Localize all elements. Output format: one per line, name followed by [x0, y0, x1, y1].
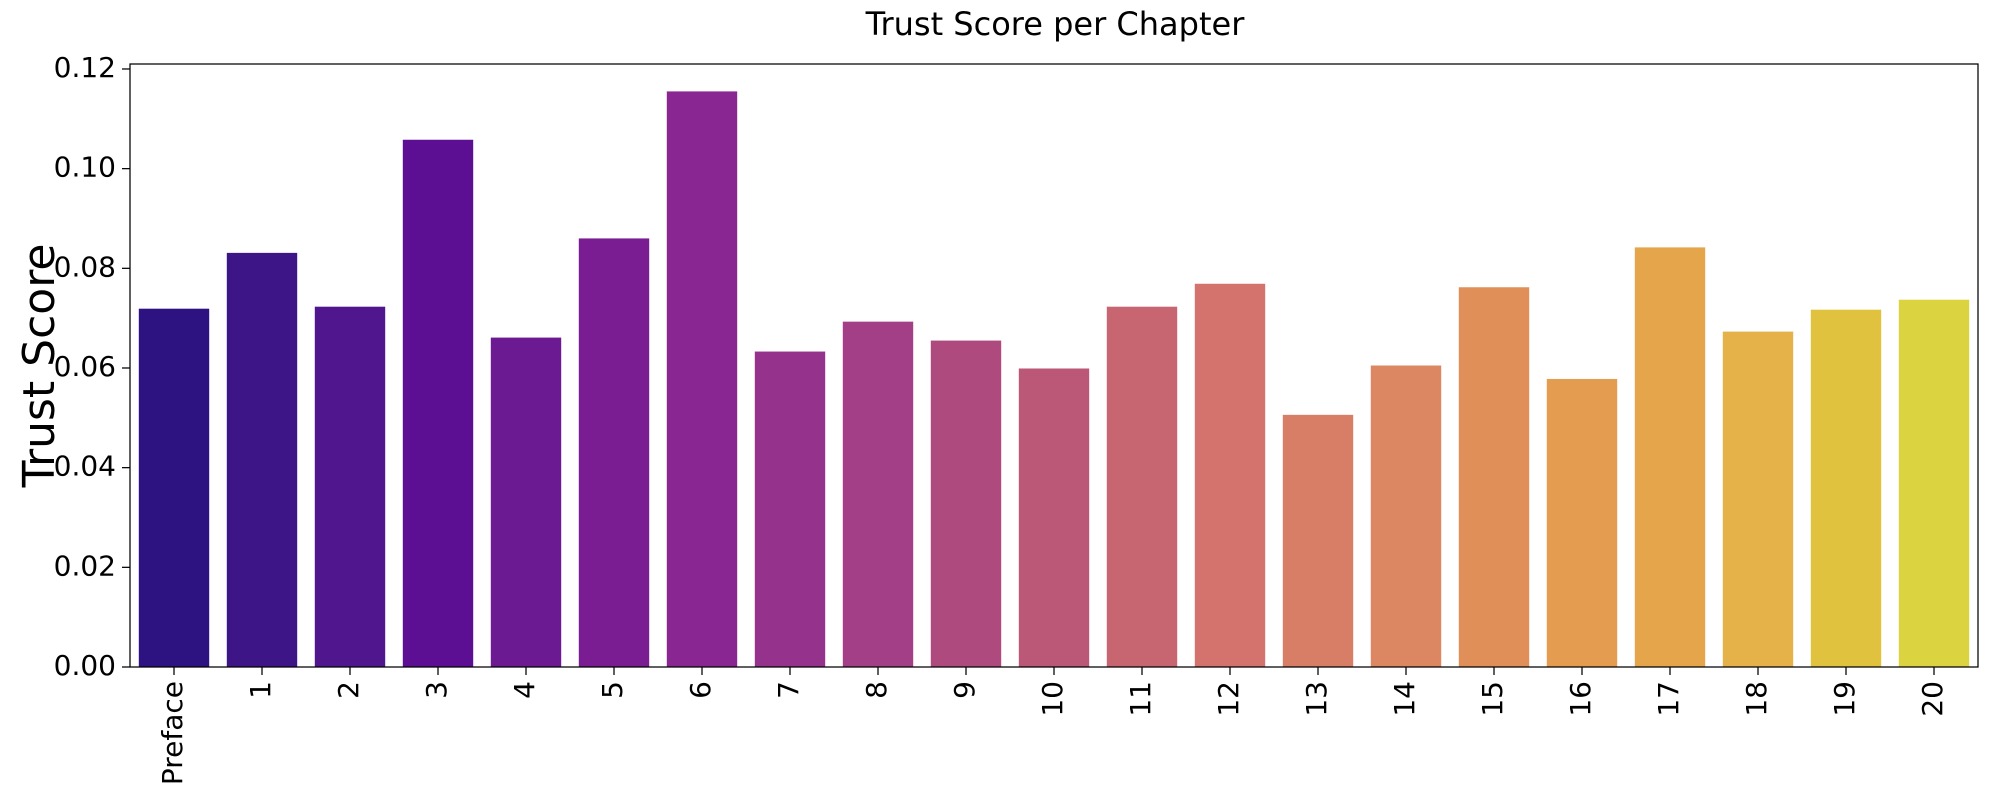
bar-4 — [490, 337, 562, 667]
y-tick-label: 0.12 — [54, 51, 116, 84]
x-tick-label: 12 — [1212, 681, 1245, 717]
bar-3 — [402, 139, 474, 667]
y-tick-label: 0.06 — [54, 350, 116, 383]
x-tick-label: 3 — [420, 681, 453, 699]
x-tick-label: Preface — [156, 681, 189, 785]
x-tick-label: 13 — [1300, 681, 1333, 717]
x-tick-label: 16 — [1564, 681, 1597, 717]
y-axis: 0.00 0.02 0.04 0.06 0.08 0.10 0.12 — [54, 51, 130, 682]
bars-layer — [138, 91, 1970, 668]
bar-18 — [1722, 331, 1794, 667]
bar-16 — [1546, 378, 1618, 667]
x-tick-label: 18 — [1740, 681, 1773, 717]
x-tick-label: 5 — [596, 681, 629, 699]
x-tick-label: 20 — [1916, 681, 1949, 717]
x-tick-label: 14 — [1388, 681, 1421, 717]
y-tick-label: 0.00 — [54, 649, 116, 682]
bar-6 — [666, 91, 738, 667]
x-tick-label: 17 — [1652, 681, 1685, 717]
bar-1 — [226, 252, 298, 667]
x-tick-label: 2 — [332, 681, 365, 699]
x-tick-label: 11 — [1124, 681, 1157, 717]
bar-9 — [930, 340, 1002, 667]
bar-7 — [754, 351, 826, 667]
y-tick-label: 0.08 — [54, 250, 116, 283]
bar-17 — [1634, 247, 1706, 667]
chart-title: Trust Score per Chapter — [865, 5, 1246, 43]
bar-8 — [842, 321, 914, 667]
bar-15 — [1458, 287, 1530, 667]
bar-12 — [1194, 283, 1266, 667]
bar-20 — [1898, 299, 1970, 667]
x-tick-label: 4 — [508, 681, 541, 699]
bar-19 — [1810, 309, 1882, 667]
bar-13 — [1282, 414, 1354, 667]
y-tick-label: 0.04 — [54, 450, 116, 483]
x-tick-label: 8 — [860, 681, 893, 699]
x-tick-label: 19 — [1828, 681, 1861, 717]
bar-5 — [578, 238, 650, 668]
x-tick-label: 1 — [244, 681, 277, 699]
y-tick-label: 0.02 — [54, 549, 116, 582]
plot-frame — [129, 63, 1979, 668]
x-tick-label: 9 — [948, 681, 981, 699]
x-tick-label: 15 — [1476, 681, 1509, 717]
x-tick-label: 10 — [1036, 681, 1069, 717]
bar-2 — [314, 306, 386, 667]
bar-preface — [138, 308, 210, 667]
y-tick-label: 0.10 — [54, 151, 116, 184]
bar-11 — [1106, 306, 1178, 667]
bar-10 — [1018, 368, 1090, 667]
x-axis: Preface 1 2 3 4 5 6 7 8 9 10 11 12 13 14 15 16 17 18 19 20 — [156, 667, 1949, 785]
x-tick-label: 6 — [684, 681, 717, 699]
bar-14 — [1370, 365, 1442, 667]
x-tick-label: 7 — [772, 681, 805, 699]
y-axis-label: Trust Score — [14, 244, 65, 489]
